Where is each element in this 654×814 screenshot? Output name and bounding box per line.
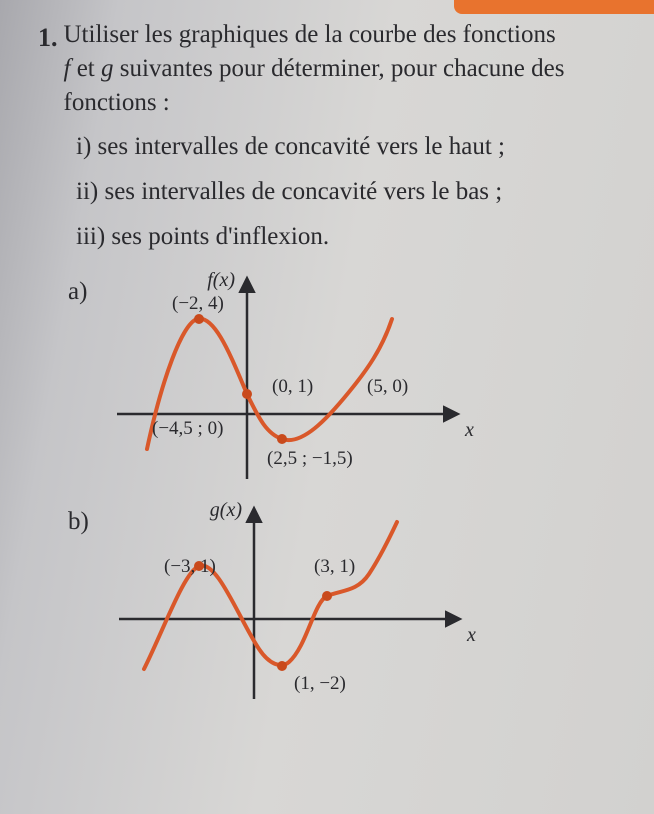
part-b-label: b) (68, 508, 89, 536)
page-content: 1. Utiliser les graphiques de la courbe … (0, 0, 654, 734)
question-number: 1. (38, 22, 58, 53)
qline1: Utiliser les graphiques de la courbe des… (64, 21, 556, 48)
svg-text:(−2, 4): (−2, 4) (172, 293, 224, 314)
part-a: a) f(x) x (−2, 4) (−4,5 ; 0) (0, 1) (2,5 ; −1… (38, 264, 624, 494)
svg-text:(−3, 1): (−3, 1) (164, 556, 216, 577)
svg-text:x: x (464, 419, 474, 441)
svg-text:g(x): g(x) (210, 499, 243, 521)
sub-iii: iii) ses points d'inflexion. (76, 219, 624, 254)
svg-text:(5, 0): (5, 0) (367, 376, 408, 397)
sub-ii: ii) ses intervalles de concavité vers le… (76, 174, 624, 209)
sub-questions: i) ses intervalles de concavité vers le … (76, 129, 624, 254)
func-g: g (101, 55, 114, 82)
chart-a: f(x) x (−2, 4) (−4,5 ; 0) (0, 1) (2,5 ; −1,5)… (87, 264, 487, 494)
part-a-label: a) (68, 278, 87, 306)
qline2-rest: suivantes pour déterminer, pour chacune … (114, 55, 565, 82)
q-et: et (70, 55, 101, 82)
qline3: fonctions : (64, 89, 170, 116)
svg-text:(−4,5 ; 0): (−4,5 ; 0) (152, 418, 223, 439)
svg-text:(0, 1): (0, 1) (272, 376, 313, 397)
part-b: b) g(x) x (−3, 1) (3, 1) (1, −2) (38, 494, 624, 714)
svg-text:f(x): f(x) (208, 269, 236, 291)
question-text: Utiliser les graphiques de la courbe des… (64, 18, 565, 119)
question-main: 1. Utiliser les graphiques de la courbe … (38, 18, 624, 119)
header-accent-bar (454, 0, 654, 14)
svg-text:(2,5 ; −1,5): (2,5 ; −1,5) (267, 448, 353, 469)
sub-i: i) ses intervalles de concavité vers le … (76, 129, 624, 164)
chart-b: g(x) x (−3, 1) (3, 1) (1, −2) (89, 494, 489, 714)
svg-text:(3, 1): (3, 1) (314, 556, 355, 577)
svg-text:(1, −2): (1, −2) (294, 673, 346, 694)
svg-text:x: x (466, 624, 476, 646)
